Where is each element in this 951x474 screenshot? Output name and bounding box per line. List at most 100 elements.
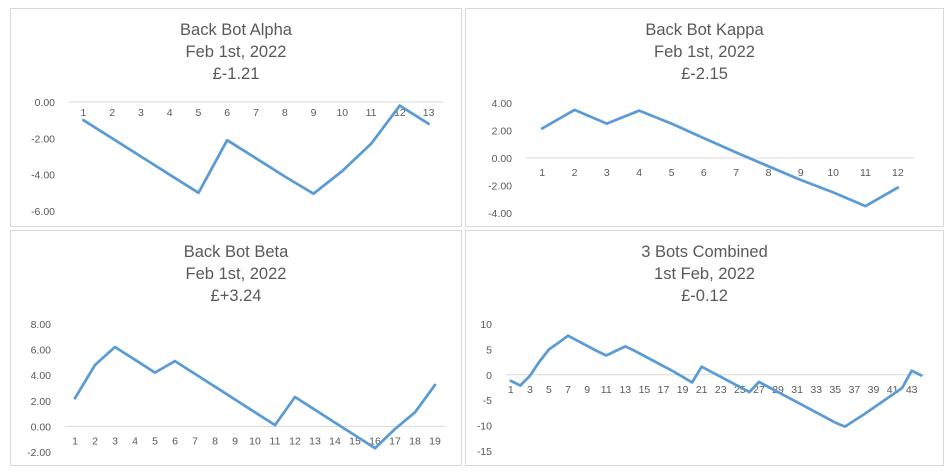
x-tick-label: 9 — [232, 435, 238, 447]
x-tick-label: 3 — [604, 167, 610, 179]
x-tick-label: 33 — [810, 384, 822, 396]
x-tick-label: 13 — [309, 435, 321, 447]
chart-subtitle: 1st Feb, 2022 — [654, 265, 755, 283]
x-tick-label: 8 — [766, 167, 772, 179]
x-tick-label: 6 — [172, 435, 178, 447]
x-tick-label: 2 — [572, 167, 578, 179]
chart-title-block: 3 Bots Combined 1st Feb, 2022 £-0.12 — [466, 241, 943, 307]
x-tick-label: 5 — [196, 107, 202, 119]
x-tick-label: 7 — [192, 435, 198, 447]
x-tick-label: 11 — [860, 167, 871, 179]
x-tick-label: 4 — [636, 167, 642, 179]
y-tick-label: 4.00 — [31, 370, 52, 382]
y-tick-label: 5 — [486, 344, 492, 356]
x-tick-label: 23 — [715, 384, 727, 396]
x-tick-label: 10 — [249, 435, 261, 447]
line-chart-alpha: 0.00-2.00-4.00-6.001 2 3 4 5 6 7 8 9 10 11 12 13 — [31, 97, 443, 218]
x-tick-label: 21 — [696, 384, 708, 396]
x-tick-label: 10 — [827, 167, 839, 179]
chart-title: Back Bot Beta — [183, 243, 289, 261]
x-tick-label: 8 — [282, 107, 288, 119]
x-tick-label: 7 — [253, 107, 259, 119]
chart-panel-alpha: Back Bot Alpha Feb 1st, 2022 £-1.21 0.00… — [10, 8, 462, 227]
x-tick-label: 2 — [109, 107, 115, 119]
x-tick-label: 17 — [658, 384, 670, 396]
series-line — [73, 345, 437, 450]
chart-panel-combined: 3 Bots Combined 1st Feb, 2022 £-0.12 1 0 5… — [465, 230, 944, 466]
chart-subtitle: Feb 1st, 2022 — [185, 265, 287, 283]
x-tick-label: 1 — [539, 167, 545, 179]
x-tick-label: 3 — [527, 384, 533, 396]
x-tick-label: 5 — [546, 384, 552, 396]
x-tick-label: 13 — [619, 384, 631, 396]
y-tick-label: 0.00 — [492, 153, 513, 165]
x-tick-label: 12 — [394, 107, 406, 119]
chart-title-block: Back Bot Beta Feb 1st, 2022 £+3.24 — [11, 241, 461, 307]
x-tick-label: 39 — [868, 384, 880, 396]
y-tick-label: -4.00 — [488, 208, 512, 220]
x-tick-label: 5 — [152, 435, 158, 447]
y-tick-label: 0.00 — [35, 97, 56, 109]
chart-title: Back Bot Kappa — [645, 21, 764, 39]
x-tick-label: 43 — [906, 384, 918, 396]
x-tick-label: 31 — [791, 384, 803, 396]
x-tick-label: 19 — [429, 435, 441, 447]
x-tick-label: 11 — [366, 107, 377, 119]
chart-title-block: Back Bot Alpha Feb 1st, 2022 £-1.21 — [11, 19, 461, 85]
chart-title: 3 Bots Combined — [641, 243, 768, 261]
y-tick-label: 2.00 — [31, 396, 52, 408]
x-tick-label: 1 — [72, 435, 78, 447]
x-tick-label: 9 — [584, 384, 590, 396]
x-tick-label: 18 — [409, 435, 421, 447]
x-tick-label: 9 — [311, 107, 317, 119]
x-tick-label: 4 — [132, 435, 138, 447]
chart-total: £+3.24 — [210, 287, 262, 305]
line-chart-beta: 8.006.004.002.000.00-2.001 2 3 4 5 6 7 8 9 10 11 12… — [27, 319, 445, 459]
x-tick-label: 11 — [270, 435, 281, 447]
y-tick-label: 2.00 — [492, 126, 513, 138]
x-tick-label: 17 — [389, 435, 401, 447]
x-tick-label: 3 — [138, 107, 144, 119]
x-tick-label: 1 — [80, 107, 86, 119]
x-tick-label: 1 — [508, 384, 514, 396]
x-tick-label: 12 — [892, 167, 904, 179]
x-tick-label: 10 — [336, 107, 348, 119]
y-tick-label: -6.00 — [31, 206, 55, 218]
x-tick-label: 41 — [887, 384, 899, 396]
y-tick-label: 4.00 — [492, 98, 513, 110]
x-tick-label: 37 — [849, 384, 861, 396]
x-tick-label: 4 — [167, 107, 173, 119]
y-tick-label: -4.00 — [31, 170, 55, 182]
x-tick-label: 9 — [798, 167, 804, 179]
x-tick-label: 15 — [349, 435, 361, 447]
x-tick-label: 7 — [565, 384, 571, 396]
y-tick-label: 0.00 — [31, 421, 52, 433]
series-line — [82, 104, 430, 196]
chart-subtitle: Feb 1st, 2022 — [185, 43, 287, 61]
y-tick-label: -2.00 — [27, 447, 51, 459]
x-tick-label: 12 — [289, 435, 301, 447]
chart-total: £-1.21 — [212, 65, 260, 83]
line-chart-kappa: 4.002.000.00-2.00-4.001 2 3 4 5 6 7 8 9 10 11 12 — [488, 98, 914, 220]
x-tick-label: 5 — [669, 167, 675, 179]
x-tick-label: 35 — [829, 384, 841, 396]
x-tick-label: 27 — [753, 384, 765, 396]
series-line — [540, 108, 900, 208]
chart-panel-beta: Back Bot Beta Feb 1st, 2022 £+3.24 8.00 6… — [10, 230, 462, 466]
chart-title: Back Bot Alpha — [180, 21, 292, 39]
x-tick-label: 16 — [369, 435, 381, 447]
y-tick-label: 8.00 — [31, 319, 52, 331]
x-tick-label: 14 — [329, 435, 341, 447]
y-tick-label: -10 — [477, 421, 492, 433]
x-tick-label: 25 — [734, 384, 746, 396]
y-tick-label: 0 — [486, 370, 492, 382]
x-tick-label: 6 — [224, 107, 230, 119]
x-tick-label: 7 — [733, 167, 739, 179]
chart-subtitle: Feb 1st, 2022 — [654, 43, 755, 61]
x-tick-label: 11 — [601, 384, 612, 396]
y-tick-label: -15 — [477, 446, 492, 458]
chart-total: £-0.12 — [681, 287, 728, 305]
x-tick-label: 29 — [772, 384, 784, 396]
x-tick-label: 3 — [112, 435, 118, 447]
